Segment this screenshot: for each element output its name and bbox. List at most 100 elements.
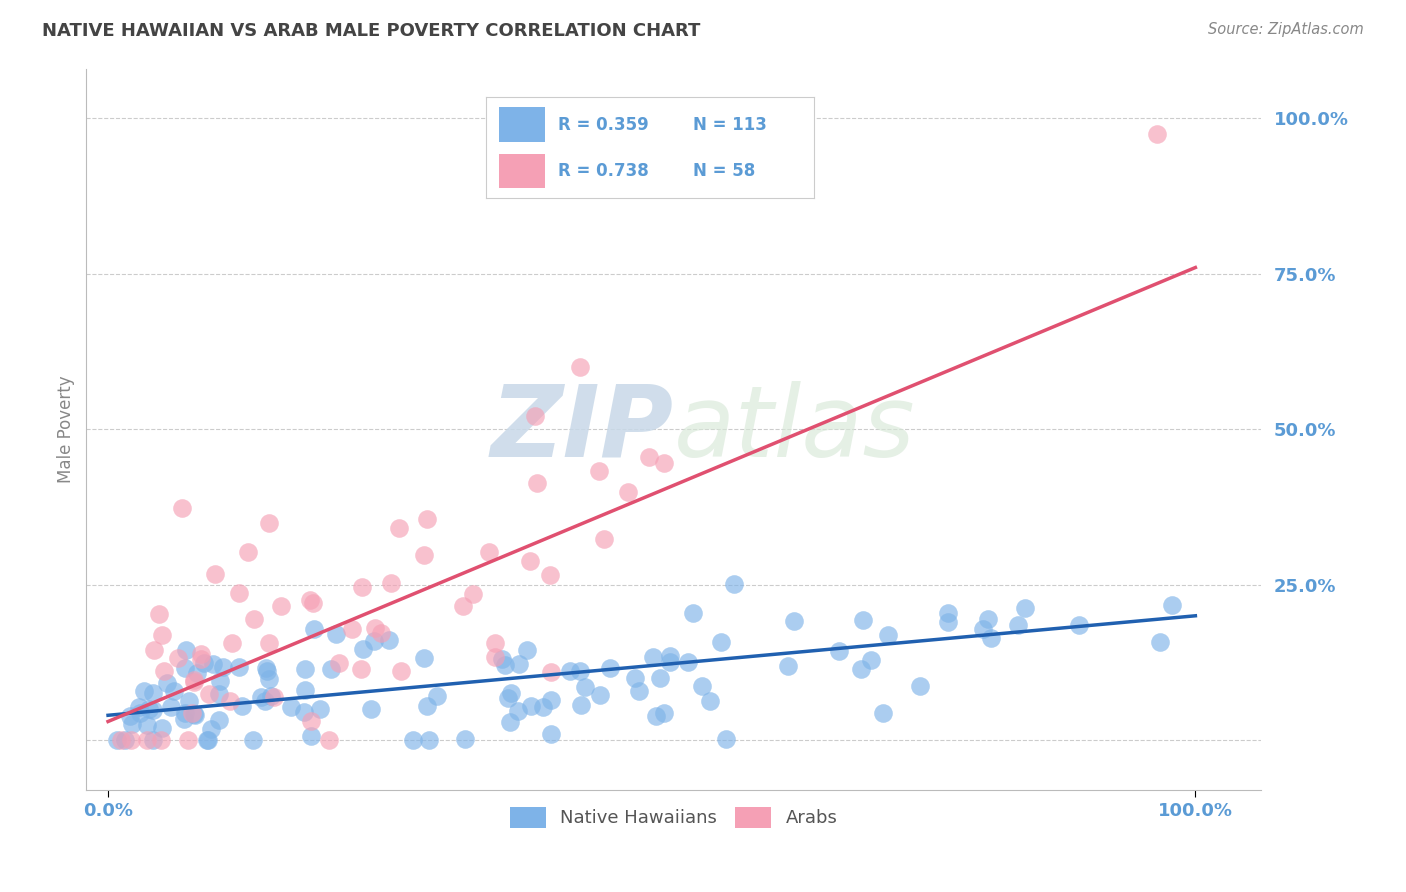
Point bbox=[183, 707, 205, 722]
Point bbox=[413, 650, 436, 665]
Point bbox=[494, 658, 516, 673]
Point bbox=[308, 701, 330, 715]
Point bbox=[114, 733, 136, 747]
Point bbox=[723, 576, 745, 591]
Point bbox=[638, 450, 661, 464]
Point bbox=[128, 699, 150, 714]
Point bbox=[783, 614, 806, 628]
Y-axis label: Male Poverty: Male Poverty bbox=[58, 376, 75, 483]
Point bbox=[569, 359, 592, 374]
Point bbox=[872, 706, 894, 720]
Point bbox=[628, 684, 651, 698]
Point bbox=[221, 636, 243, 650]
Point bbox=[190, 652, 212, 666]
Point bbox=[980, 631, 1002, 645]
Point bbox=[319, 662, 342, 676]
Point bbox=[1149, 635, 1171, 649]
Legend: Native Hawaiians, Arabs: Native Hawaiians, Arabs bbox=[502, 800, 845, 835]
Point bbox=[516, 643, 538, 657]
Point bbox=[173, 661, 195, 675]
Point bbox=[1146, 127, 1168, 141]
Point bbox=[143, 643, 166, 657]
Point bbox=[328, 656, 350, 670]
Point bbox=[378, 632, 401, 647]
Point bbox=[294, 683, 316, 698]
Point bbox=[180, 706, 202, 721]
Point bbox=[159, 699, 181, 714]
Point bbox=[413, 548, 436, 562]
Point bbox=[176, 733, 198, 747]
Point bbox=[256, 665, 278, 679]
Point bbox=[617, 485, 640, 500]
Point bbox=[170, 501, 193, 516]
Point bbox=[301, 714, 323, 729]
Point bbox=[148, 607, 170, 621]
Point bbox=[499, 714, 522, 729]
Point bbox=[138, 701, 160, 715]
Point bbox=[292, 705, 315, 719]
Point bbox=[714, 732, 737, 747]
Point bbox=[250, 690, 273, 704]
Point bbox=[519, 554, 541, 568]
Point bbox=[179, 694, 201, 708]
Point bbox=[132, 684, 155, 698]
Point bbox=[389, 665, 412, 679]
Point bbox=[540, 693, 562, 707]
Point bbox=[531, 700, 554, 714]
Point bbox=[174, 642, 197, 657]
Point bbox=[644, 709, 666, 723]
Point bbox=[294, 662, 316, 676]
Point bbox=[120, 708, 142, 723]
Point bbox=[778, 659, 800, 673]
Point bbox=[658, 648, 681, 663]
Point bbox=[209, 673, 232, 688]
Point bbox=[136, 733, 159, 747]
Point bbox=[418, 733, 440, 747]
Text: atlas: atlas bbox=[673, 381, 915, 478]
Point bbox=[190, 647, 212, 661]
Point bbox=[259, 689, 281, 703]
Point bbox=[254, 661, 277, 675]
Point bbox=[599, 661, 621, 675]
Text: ZIP: ZIP bbox=[491, 381, 673, 478]
Point bbox=[484, 650, 506, 665]
Point bbox=[643, 650, 665, 665]
Point bbox=[908, 679, 931, 693]
Point bbox=[859, 653, 882, 667]
Point bbox=[1069, 617, 1091, 632]
Point bbox=[150, 721, 173, 735]
Point bbox=[340, 622, 363, 636]
Point bbox=[574, 680, 596, 694]
Point bbox=[592, 532, 614, 546]
Point bbox=[195, 733, 218, 747]
Point bbox=[588, 465, 610, 479]
Point bbox=[451, 599, 474, 613]
Point bbox=[193, 656, 215, 670]
Point bbox=[304, 622, 326, 636]
Point bbox=[589, 688, 612, 702]
Point bbox=[350, 662, 373, 676]
Point bbox=[236, 545, 259, 559]
Point bbox=[402, 733, 425, 747]
Point bbox=[228, 660, 250, 674]
Point bbox=[491, 652, 513, 666]
Point bbox=[623, 671, 645, 685]
Text: NATIVE HAWAIIAN VS ARAB MALE POVERTY CORRELATION CHART: NATIVE HAWAIIAN VS ARAB MALE POVERTY COR… bbox=[42, 22, 700, 40]
Point bbox=[569, 698, 592, 712]
Point bbox=[204, 566, 226, 581]
Point bbox=[231, 699, 253, 714]
Point bbox=[136, 717, 159, 731]
Point bbox=[149, 733, 172, 747]
Point bbox=[228, 586, 250, 600]
Point bbox=[851, 613, 873, 627]
Point bbox=[208, 687, 231, 701]
Point bbox=[120, 733, 142, 747]
Point bbox=[184, 707, 207, 722]
Point bbox=[380, 575, 402, 590]
Point bbox=[156, 676, 179, 690]
Point bbox=[496, 691, 519, 706]
Point bbox=[202, 657, 225, 671]
Point bbox=[173, 712, 195, 726]
Point bbox=[142, 686, 165, 700]
Point bbox=[461, 587, 484, 601]
